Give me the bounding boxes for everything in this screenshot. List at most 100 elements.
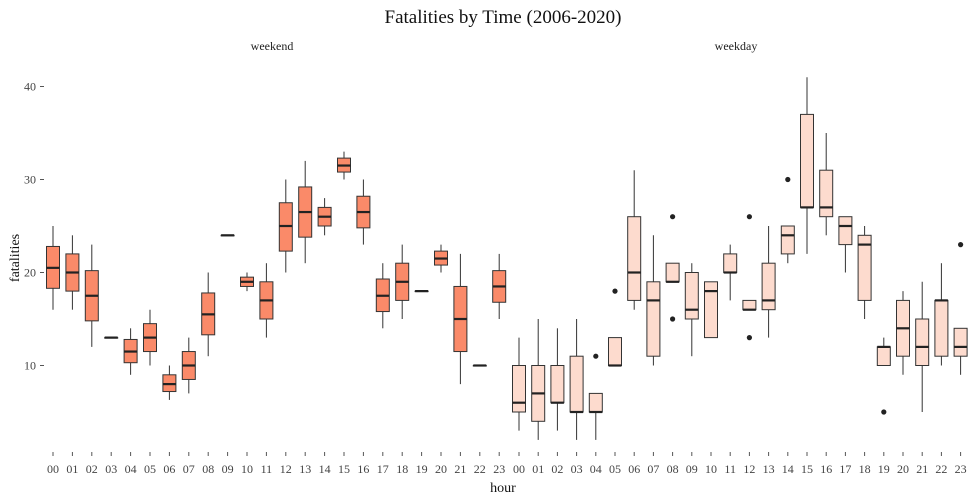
x-tick-label: 18 <box>859 462 871 476</box>
box-weekday-14 <box>780 176 795 264</box>
box <box>780 225 795 255</box>
x-tick-label: 03 <box>105 462 117 476</box>
facet-label-weekend: weekend <box>251 39 294 53</box>
y-tick-label: 20 <box>24 266 36 280</box>
box <box>761 262 776 311</box>
x-tick-label: 09 <box>686 462 698 476</box>
y-axis-label: fatalities <box>8 234 23 282</box>
outlier-point <box>670 214 676 220</box>
x-axis-label: hour <box>490 481 516 496</box>
box-weekend-04 <box>123 328 138 375</box>
box <box>742 299 757 311</box>
x-tick-label: 15 <box>338 462 350 476</box>
x-tick-label: 12 <box>743 462 755 476</box>
x-tick-label: 23 <box>955 462 967 476</box>
box-weekday-18 <box>857 226 872 319</box>
box-weekend-17 <box>375 263 390 329</box>
facet-label-weekday: weekday <box>715 39 758 53</box>
x-tick-label: 11 <box>261 462 273 476</box>
x-tick-label: 17 <box>839 462 851 476</box>
x-tick-label: 19 <box>878 462 890 476</box>
y-tick-label: 40 <box>24 80 36 94</box>
box-weekday-09 <box>684 263 699 357</box>
box-weekend-08 <box>201 272 216 357</box>
x-tick-label: 10 <box>705 462 717 476</box>
box-weekday-07 <box>646 235 661 366</box>
box-weekend-23 <box>492 253 507 319</box>
box-weekend-21 <box>453 253 468 385</box>
x-tick-label: 02 <box>551 462 563 476</box>
x-tick-label: 18 <box>396 462 408 476</box>
box-weekday-11 <box>723 244 738 301</box>
box-weekday-02 <box>550 328 565 431</box>
x-tick-label: 05 <box>144 462 156 476</box>
box-weekend-13 <box>298 160 313 264</box>
outlier-point <box>746 335 753 341</box>
x-tick-label: 04 <box>125 462 137 476</box>
box-weekday-22 <box>934 263 949 366</box>
x-tick-label: 13 <box>299 462 311 476</box>
box <box>608 337 622 367</box>
box-weekday-04 <box>588 353 603 440</box>
box <box>915 318 930 366</box>
box <box>588 392 603 413</box>
y-tick-label: 30 <box>24 173 36 187</box>
box-weekday-19 <box>876 337 891 415</box>
box-weekend-14 <box>317 198 332 236</box>
box-weekday-23 <box>953 242 968 375</box>
box-weekend-11 <box>259 263 274 338</box>
outlier-point <box>746 214 753 220</box>
box-weekend-20 <box>434 244 448 273</box>
x-tick-label: 17 <box>377 462 389 476</box>
x-tick-label: 19 <box>416 462 428 476</box>
x-tick-label: 11 <box>724 462 736 476</box>
x-tick-label: 20 <box>435 462 447 476</box>
outlier-point <box>958 242 964 248</box>
x-tick-label: 23 <box>493 462 505 476</box>
y-axis: 10 20 30 40 <box>24 80 44 373</box>
x-tick-label: 22 <box>474 462 486 476</box>
box-weekend-12 <box>278 179 293 273</box>
box-weekend-00 <box>46 226 60 310</box>
x-tick-label: 21 <box>916 462 928 476</box>
box-weekday-20 <box>896 291 910 375</box>
x-tick-label: 03 <box>571 462 583 476</box>
box-weekend-10 <box>240 272 254 292</box>
x-tick-label: 16 <box>820 462 832 476</box>
box-weekday-08 <box>665 214 680 322</box>
x-tick-label: 04 <box>590 462 602 476</box>
box-weekday-00 <box>512 337 526 431</box>
box-weekday-17 <box>838 216 853 273</box>
x-tick-label: 00 <box>513 462 525 476</box>
x-tick-label: 10 <box>241 462 253 476</box>
box-weekday-01 <box>531 319 546 440</box>
box <box>704 281 718 339</box>
box-weekend-19 <box>414 290 429 293</box>
x-tick-label: 20 <box>897 462 909 476</box>
box-weekend-05 <box>143 309 157 366</box>
y-tick-label: 10 <box>24 359 36 373</box>
x-tick-label: 22 <box>935 462 947 476</box>
x-tick-label: 21 <box>454 462 466 476</box>
x-tick-label: 07 <box>647 462 659 476</box>
box <box>800 113 814 208</box>
chart-title: Fatalities by Time (2006-2020) <box>385 7 622 28</box>
outlier-point <box>593 353 599 359</box>
box <box>934 299 949 357</box>
box-weekday-12 <box>742 214 757 341</box>
box <box>550 365 565 404</box>
box-weekend-18 <box>395 244 410 319</box>
x-tick-label: 05 <box>609 462 621 476</box>
x-tick-label: 07 <box>183 462 195 476</box>
x-tick-label: 08 <box>667 462 679 476</box>
box-weekend-01 <box>65 235 80 310</box>
outlier-point <box>881 409 887 415</box>
x-tick-label: 01 <box>532 462 544 476</box>
x-tick-label: 08 <box>202 462 214 476</box>
box <box>953 327 968 357</box>
box-weekday-15 <box>800 77 814 254</box>
box-weekend-22 <box>472 364 487 367</box>
x-tick-label: 06 <box>163 462 175 476</box>
box <box>665 262 680 283</box>
